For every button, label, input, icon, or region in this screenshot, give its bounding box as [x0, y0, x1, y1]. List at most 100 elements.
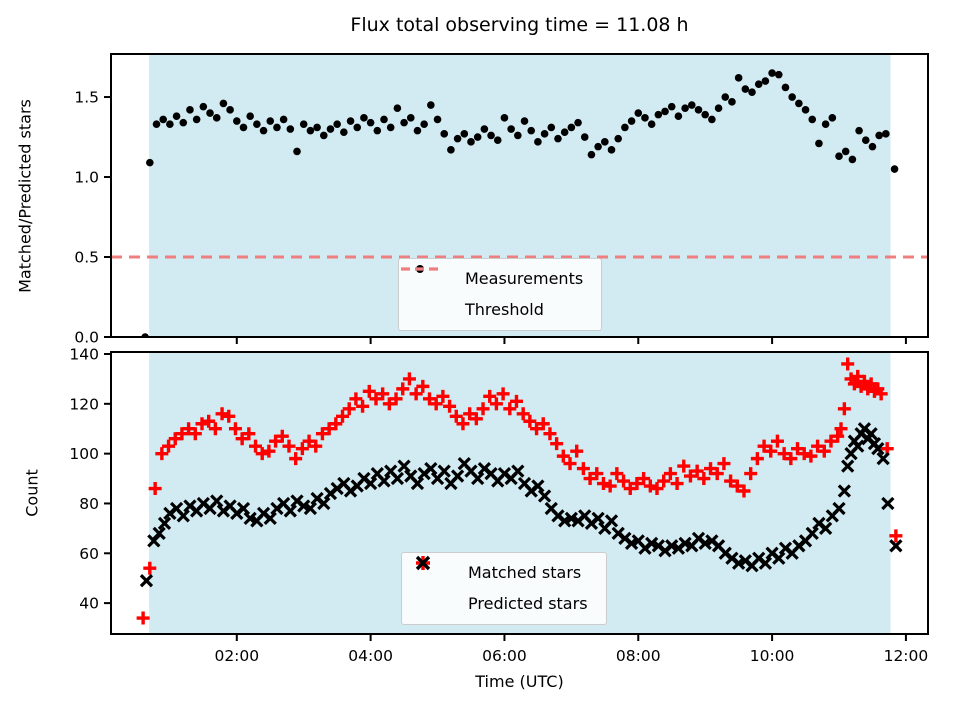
- measurement-point: [159, 115, 167, 124]
- measurement-point: [795, 99, 803, 108]
- predicted-star-marker: [139, 574, 154, 588]
- matched-star-marker: [710, 467, 724, 481]
- matched-star-marker: [496, 387, 510, 401]
- matched-star-marker: [576, 462, 590, 476]
- y-tick-label: 0.5: [74, 249, 99, 267]
- matched-star-marker: [824, 434, 838, 448]
- predicted-star-marker: [424, 461, 438, 476]
- measurement-point: [380, 115, 388, 124]
- measurement-point: [821, 120, 830, 129]
- matched-star-marker: [750, 452, 764, 466]
- predicted-star-marker: [889, 539, 903, 553]
- predicted-star-marker: [236, 501, 251, 516]
- matched-star-marker: [208, 422, 222, 436]
- measurement-point: [815, 139, 823, 148]
- matched-star-marker: [402, 372, 416, 386]
- measurement-point: [607, 146, 616, 154]
- measurement-point: [353, 123, 362, 132]
- y-tick-label: 60: [79, 545, 99, 563]
- measurement-point: [587, 150, 596, 159]
- matched-star-marker: [255, 447, 269, 461]
- matched-star-marker: [523, 414, 537, 428]
- chart-title: Flux total observing time = 11.08 h: [350, 14, 689, 36]
- measurement-point: [654, 110, 663, 119]
- predicted-star-marker: [390, 471, 405, 486]
- matched-star-marker: [784, 452, 798, 466]
- measurement-point: [386, 123, 395, 132]
- matched-star-marker: [536, 417, 550, 431]
- measurement-point: [420, 120, 428, 129]
- matched-star-marker: [811, 439, 825, 453]
- matched-star-marker: [889, 529, 903, 543]
- measurement-point: [634, 109, 643, 117]
- measurement-point: [440, 130, 449, 138]
- matched-star-marker: [136, 611, 150, 625]
- predicted-star-marker: [263, 511, 277, 526]
- matched-star-marker: [730, 479, 744, 493]
- measurement-point: [413, 126, 422, 135]
- measurement-point: [246, 112, 254, 121]
- measurement-point: [890, 165, 899, 173]
- predicted-star-marker: [303, 501, 318, 516]
- measurement-point: [882, 130, 890, 138]
- matched-star-marker: [623, 482, 637, 496]
- matched-star-marker: [817, 444, 831, 458]
- measurement-point: [219, 99, 228, 108]
- matched-star-marker: [162, 439, 176, 453]
- matched-star-marker: [228, 422, 242, 436]
- measurement-point: [239, 123, 248, 132]
- matched-star-marker: [349, 392, 363, 406]
- axes-spines: [110, 53, 929, 338]
- x-tick-label: 12:00: [884, 647, 929, 665]
- matched-star-marker: [463, 407, 477, 421]
- matched-star-marker: [874, 387, 888, 401]
- matched-star-marker: [603, 479, 617, 493]
- measurement-point: [848, 155, 857, 164]
- y-tick-label: 140: [69, 345, 99, 363]
- matched-star-marker: [215, 407, 229, 421]
- legend-label: Measurements: [465, 269, 584, 288]
- measurement-point: [641, 114, 649, 122]
- measurement-point: [728, 98, 736, 106]
- matched-star-marker: [764, 444, 778, 458]
- matched-star-marker: [315, 427, 329, 441]
- matched-star-marker: [847, 377, 861, 391]
- predicted-star-marker: [283, 504, 297, 518]
- measurement-point: [627, 117, 636, 125]
- matched-star-marker: [322, 422, 336, 436]
- matched-star-marker: [269, 434, 283, 448]
- measurement-point: [186, 106, 194, 114]
- matched-star-marker: [429, 397, 443, 411]
- measurement-point: [400, 118, 408, 127]
- top-y-axis-label: Matched/Predicted stars: [15, 99, 35, 293]
- matched-star-marker: [570, 444, 584, 458]
- measurement-point: [259, 126, 268, 135]
- matched-star-marker: [851, 369, 865, 383]
- matched-star-marker: [262, 444, 276, 458]
- bottom-legend: Matched stars Predicted stars: [401, 552, 607, 625]
- matched-star-marker: [643, 479, 657, 493]
- matched-star-marker: [148, 482, 162, 496]
- matched-star-marker: [409, 387, 423, 401]
- matched-star-marker: [837, 402, 851, 416]
- measurement-point: [647, 120, 656, 129]
- measurement-point: [473, 133, 482, 141]
- predicted-star-marker: [363, 476, 378, 491]
- matched-star-marker: [757, 439, 771, 453]
- measurement-point: [326, 125, 335, 133]
- matched-star-marker: [864, 377, 878, 391]
- measurement-point: [166, 120, 174, 129]
- measurement-point: [226, 106, 234, 114]
- measurement-point: [768, 69, 776, 77]
- matched-star-marker: [556, 449, 570, 463]
- y-tick-label: 120: [69, 395, 99, 413]
- measurement-point: [808, 115, 817, 124]
- matched-star-marker: [202, 414, 216, 428]
- measurement-point: [667, 102, 676, 111]
- matched-star-marker: [282, 439, 296, 453]
- matched-star-marker: [249, 439, 263, 453]
- measurement-point: [146, 158, 154, 167]
- predicted-cross-icon: [414, 555, 456, 614]
- predicted-star-marker: [410, 476, 425, 491]
- predicted-star-marker: [531, 479, 545, 493]
